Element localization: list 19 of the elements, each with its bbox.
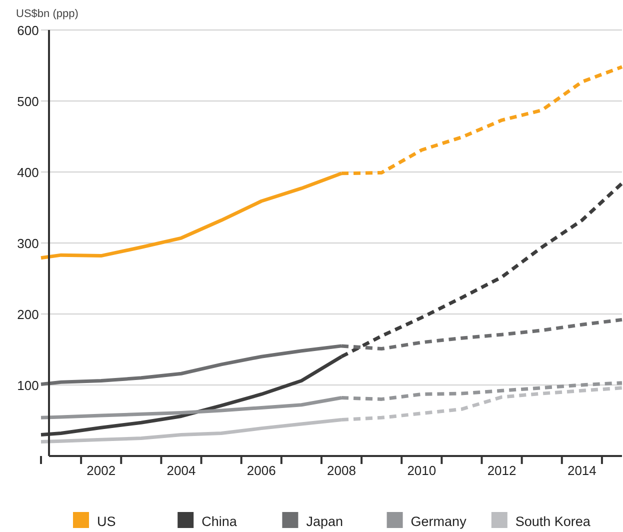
x-tick-label: 2010	[407, 463, 436, 478]
legend-label: Japan	[306, 514, 343, 529]
y-axis-title: US$bn (ppp)	[16, 8, 78, 20]
x-tick-label: 2012	[487, 463, 516, 478]
x-tick-label: 2002	[86, 463, 116, 478]
y-tick-label: 600	[17, 23, 39, 38]
y-tick-label: 100	[17, 378, 39, 393]
x-tick-label: 2004	[166, 463, 196, 478]
y-tick-label: 300	[17, 236, 39, 251]
x-tick-label: 2008	[327, 463, 356, 478]
legend-label: South Korea	[515, 514, 591, 529]
x-tick-label: 2014	[567, 463, 596, 478]
y-tick-label: 500	[17, 94, 39, 109]
x-tick-label: 2006	[246, 463, 276, 478]
legend-label: Germany	[410, 514, 467, 529]
y-tick-label: 200	[17, 307, 39, 322]
legend-label: US	[97, 514, 116, 529]
y-tick-label: 400	[17, 165, 39, 180]
legend-label: China	[202, 514, 238, 529]
